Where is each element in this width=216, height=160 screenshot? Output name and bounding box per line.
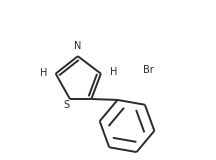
Text: S: S [64,100,70,110]
Text: H: H [110,67,117,77]
Text: N: N [74,41,82,52]
Text: Br: Br [143,65,154,75]
Text: H: H [40,68,48,78]
